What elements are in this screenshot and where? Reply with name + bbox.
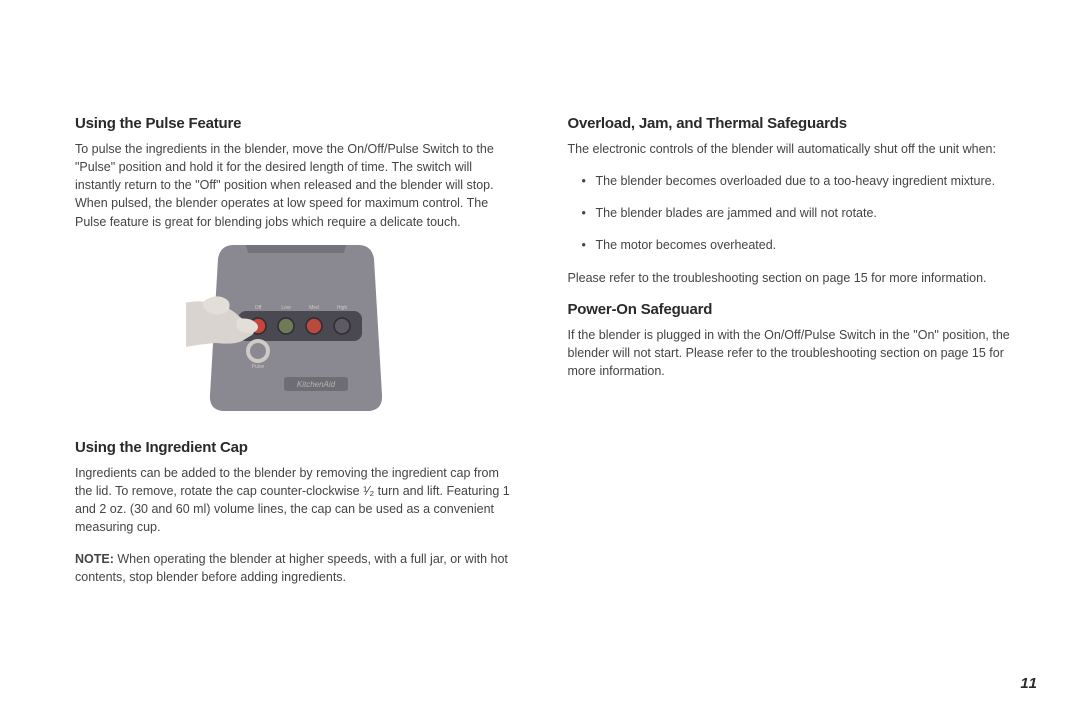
note-label: NOTE: (75, 552, 114, 566)
outro-safeguards: Please refer to the troubleshooting sect… (568, 269, 1011, 287)
svg-text:KitchenAid: KitchenAid (297, 380, 336, 389)
left-column: Using the Pulse Feature To pulse the ing… (75, 115, 518, 586)
safeguard-bullet: The blender blades are jammed and will n… (586, 204, 1011, 222)
svg-text:High: High (337, 305, 348, 311)
figure-container: Off Low Med High Pulse KitchenAid (75, 245, 518, 425)
svg-text:Med: Med (309, 305, 319, 311)
body-ingredient-cap: Ingredients can be added to the blender … (75, 464, 518, 537)
svg-text:Low: Low (282, 305, 292, 311)
heading-poweron: Power-On Safeguard (568, 301, 1011, 318)
page-number: 11 (1020, 675, 1038, 692)
right-column: Overload, Jam, and Thermal Safeguards Th… (568, 115, 1011, 586)
heading-ingredient-cap: Using the Ingredient Cap (75, 439, 518, 456)
heading-pulse-feature: Using the Pulse Feature (75, 115, 518, 132)
safeguard-bullet: The motor becomes overheated. (586, 236, 1011, 254)
note-body: When operating the blender at higher spe… (75, 552, 508, 584)
manual-page: Using the Pulse Feature To pulse the ing… (0, 0, 1080, 586)
pulse-figure: Off Low Med High Pulse KitchenAid (186, 245, 406, 425)
heading-safeguards: Overload, Jam, and Thermal Safeguards (568, 115, 1011, 132)
safeguards-list: The blender becomes overloaded due to a … (568, 172, 1011, 254)
body-pulse-feature: To pulse the ingredients in the blender,… (75, 140, 518, 231)
intro-safeguards: The electronic controls of the blender w… (568, 140, 1011, 158)
note-block: NOTE: When operating the blender at high… (75, 550, 518, 586)
body-poweron: If the blender is plugged in with the On… (568, 326, 1011, 380)
svg-text:Off: Off (255, 305, 262, 311)
svg-text:Pulse: Pulse (252, 364, 265, 370)
safeguard-bullet: The blender becomes overloaded due to a … (586, 172, 1011, 190)
